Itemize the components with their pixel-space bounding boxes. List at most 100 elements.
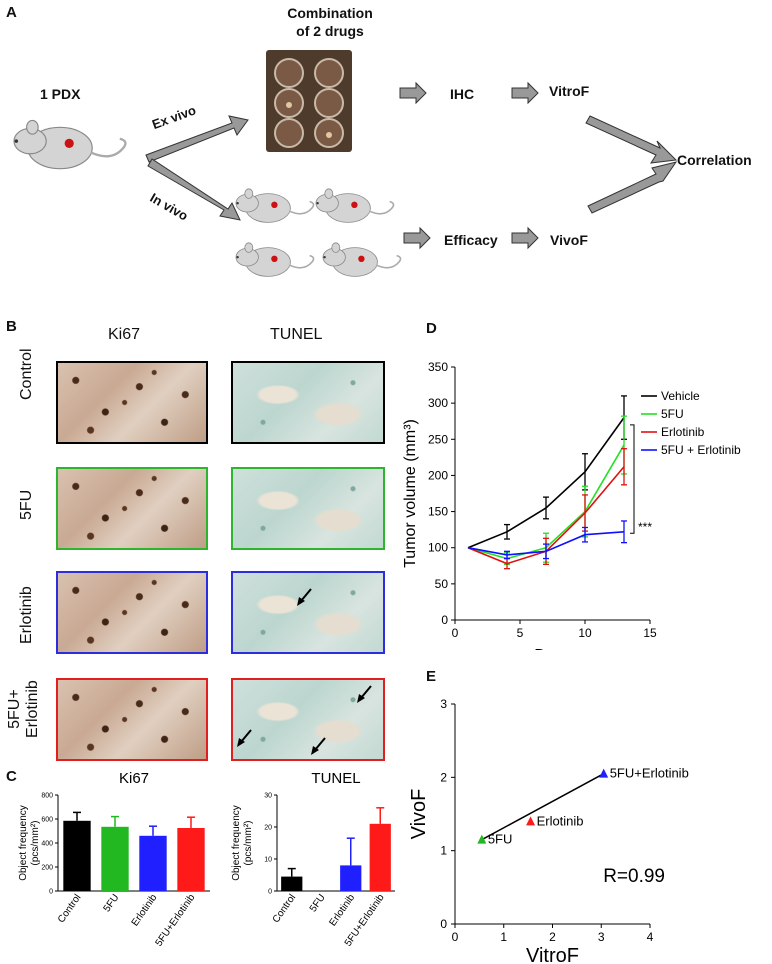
- chart-title: TUNEL: [311, 770, 360, 787]
- x-tick-label: 15: [643, 626, 657, 640]
- legend-label: Erlotinib: [661, 425, 705, 439]
- y-axis-label: VivoF: [408, 789, 430, 840]
- y-axis-label: Object frequency(pcs/mm²): [18, 805, 41, 881]
- x-tick-label: 4: [647, 930, 654, 944]
- y-axis-label-line2: (pcs/mm²): [243, 821, 254, 866]
- legend-label: 5FU + Erlotinib: [661, 443, 741, 457]
- x-axis-label: VitroF: [526, 945, 579, 964]
- y-tick-label: 0: [440, 917, 447, 931]
- bar: [369, 823, 391, 891]
- arrow-icon: [237, 685, 372, 755]
- row-label-combination: 5FU+ Erlotinib: [6, 680, 42, 738]
- y-tick-label: 0: [49, 889, 53, 896]
- y-tick-label: 50: [435, 577, 449, 591]
- data-point-label: 5FU+Erlotinib: [610, 766, 689, 781]
- small-arrow: [511, 81, 539, 105]
- tumor-volume-line-chart: 0 50 100 150 200 250 300 350 0 5 10 15 Days Tumor vol…: [402, 360, 741, 650]
- significance-annotation: ***: [638, 520, 652, 534]
- column-header-tunel: TUNEL: [270, 326, 323, 343]
- treated-mouse-icon: [315, 188, 395, 224]
- micrograph-tunel-5fu: [231, 467, 385, 550]
- small-arrow: [511, 226, 539, 250]
- row-label-erlotinib: Erlotinib: [18, 586, 35, 644]
- row-label-5fu: 5FU: [18, 489, 35, 520]
- pdx-mouse-icon: [12, 119, 127, 170]
- arrow-icon: [297, 588, 312, 606]
- panel-e-letter: E: [426, 668, 437, 685]
- combination-title: Combination of 2 drugs: [265, 4, 395, 40]
- y-axis-label-line1: Object frequency: [231, 805, 242, 881]
- treated-mouse-icon: [235, 188, 315, 224]
- series-line: [467, 417, 625, 549]
- micrograph-ki67-erlotinib: [56, 571, 208, 654]
- y-axis-label: Tumor volume (mm³): [402, 419, 419, 568]
- y-tick-label: 200: [428, 468, 448, 482]
- y-tick-label: 10: [264, 857, 272, 864]
- x-tick-label: 5: [517, 626, 524, 640]
- panel-d-letter: D: [426, 320, 437, 337]
- column-header-ki67: Ki67: [108, 326, 141, 343]
- data-point-label: 5FU: [488, 832, 513, 847]
- ex-vivo-arrow: [145, 115, 249, 163]
- treated-mouse-icon: [235, 242, 315, 278]
- row-label-combination-line2: Erlotinib: [24, 680, 41, 738]
- combination-title-line1: Combination: [287, 5, 373, 21]
- bar: [101, 826, 129, 891]
- y-tick-label: 200: [41, 865, 53, 872]
- tunel-bar-chart: TUNEL 0 10 20 30 Object frequency(pcs/mm²) Con…: [231, 770, 395, 949]
- x-tick-label: 3: [598, 930, 605, 944]
- y-tick-label: 600: [41, 817, 53, 824]
- bar: [63, 820, 91, 891]
- treated-mouse-icon: [322, 242, 402, 278]
- y-tick-label: 1: [440, 844, 447, 858]
- x-tick-label: 0: [452, 930, 459, 944]
- well-plate-photo: [266, 50, 352, 152]
- y-tick-label: 2: [440, 770, 447, 784]
- x-tick-label: Erlotinib: [130, 892, 160, 928]
- y-tick-label: 150: [428, 505, 448, 519]
- y-tick-label: 300: [428, 396, 448, 410]
- panel-a-diagram: [12, 50, 678, 278]
- y-tick-label: 100: [428, 541, 448, 555]
- y-tick-label: 800: [41, 793, 53, 800]
- x-tick-label: 1: [500, 930, 507, 944]
- vitrof-label: VitroF: [549, 83, 590, 99]
- micrograph-tunel-erlotinib: [231, 571, 385, 654]
- x-tick-label: 0: [452, 626, 459, 640]
- x-tick-label: Control: [56, 892, 84, 925]
- correlation-annotation: R=0.99: [603, 866, 665, 887]
- bar: [340, 865, 362, 891]
- legend-label: 5FU: [661, 407, 684, 421]
- vitrof-vivof-scatter-chart: 0 1 2 3 0 1 2 3 4 VitroF VivoF 5FU Erlotinib 5FU+Erlo…: [408, 697, 689, 964]
- y-tick-label: 0: [268, 889, 272, 896]
- y-tick-label: 20: [264, 825, 272, 832]
- x-tick-label: 10: [578, 626, 592, 640]
- data-point: [599, 768, 609, 778]
- y-tick-label: 3: [440, 697, 447, 711]
- micrograph-ki67-control: [56, 361, 208, 444]
- chart-title: Ki67: [119, 770, 149, 787]
- data-point-label: Erlotinib: [537, 813, 584, 828]
- correlation-arrow-top: [585, 115, 678, 164]
- panel-c-letter: C: [6, 768, 17, 785]
- micrograph-ki67-combination: [56, 678, 208, 761]
- row-label-control: Control: [18, 348, 35, 400]
- y-tick-label: 400: [41, 841, 53, 848]
- data-point: [526, 816, 536, 826]
- bar: [281, 876, 303, 891]
- correlation-label: Correlation: [677, 152, 752, 168]
- data-point: [477, 834, 487, 844]
- x-axis-label: Days: [534, 647, 570, 650]
- small-arrow: [403, 226, 431, 250]
- combination-title-line2: of 2 drugs: [296, 23, 364, 39]
- y-tick-label: 250: [428, 432, 448, 446]
- ihc-label: IHC: [450, 86, 475, 102]
- micrograph-tunel-combination: [231, 678, 385, 761]
- pdx-label: 1 PDX: [40, 86, 81, 102]
- x-tick-label: Control: [271, 892, 299, 925]
- correlation-arrow-bottom: [587, 161, 678, 214]
- regression-line: [481, 773, 605, 841]
- row-label-combination-line1: 5FU+: [6, 689, 23, 729]
- y-axis-label-line1: Object frequency: [18, 805, 29, 881]
- micrograph-tunel-control: [231, 361, 385, 444]
